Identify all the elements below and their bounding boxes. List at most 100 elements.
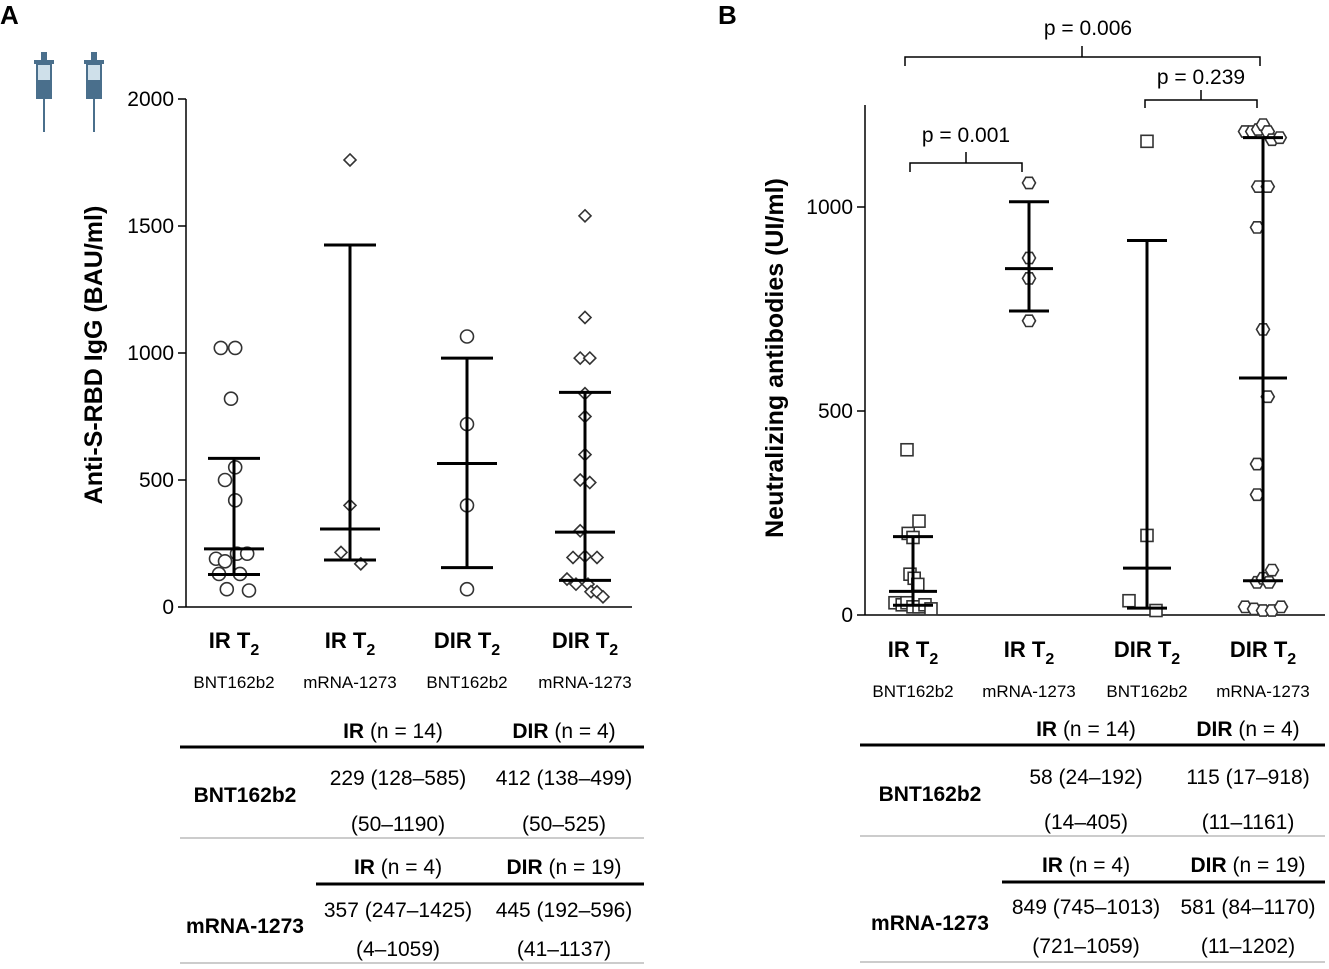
panel-a-y-axis-label: Anti-S-RBD IgG (BAU/ml) xyxy=(80,206,108,505)
table-cell: 412 (138–499) xyxy=(496,767,633,790)
data-point xyxy=(1149,603,1163,618)
table-header: IR (n = 4) xyxy=(354,856,442,879)
table-cell: (721–1059) xyxy=(1032,935,1139,958)
table-row-label: mRNA-1273 xyxy=(186,915,304,938)
table-cell: (50–1190) xyxy=(351,813,445,836)
p-value-label: p = 0.001 xyxy=(922,124,1010,147)
category-label: IR T2 xyxy=(325,628,376,659)
data-point xyxy=(577,208,593,223)
data-point xyxy=(595,589,611,604)
panel-b-letter: B xyxy=(718,0,737,30)
panel-b-table: IR (n = 14) DIR (n = 4) BNT162b2 58 (24–… xyxy=(860,718,1325,963)
significance-bracket xyxy=(1144,90,1258,108)
table-cell: (4–1059) xyxy=(356,938,440,961)
data-point xyxy=(217,472,233,488)
data-point xyxy=(1260,390,1276,404)
category-vaccine: BNT162b2 xyxy=(1106,682,1187,701)
panel-b-categories: IR T2 BNT162b2 IR T2 mRNA-1273 DIR T2 BN… xyxy=(872,637,1309,701)
data-point xyxy=(1021,176,1037,190)
table-header: IR (n = 14) xyxy=(1036,718,1136,741)
table-header: IR (n = 4) xyxy=(1042,854,1130,877)
y-tick-label: 500 xyxy=(139,469,174,492)
y-tick-label: 2000 xyxy=(127,88,174,111)
panel-b-brackets: p = 0.001 p = 0.239 p = 0.006 xyxy=(904,17,1261,172)
y-tick-label: 0 xyxy=(162,596,174,619)
data-point xyxy=(1249,488,1265,502)
category-label: DIR T2 xyxy=(1114,637,1180,668)
y-tick-label: 500 xyxy=(818,400,853,423)
data-point xyxy=(217,553,233,569)
category-vaccine: BNT162b2 xyxy=(193,673,274,692)
category-vaccine: BNT162b2 xyxy=(426,673,507,692)
table-header: IR (n = 14) xyxy=(343,720,443,743)
panel-a-table: IR (n = 14) DIR (n = 4) BNT162b2 229 (12… xyxy=(180,720,644,964)
panel-b-y-ticks: 0 500 1000 xyxy=(806,196,865,627)
data-point xyxy=(1249,457,1265,471)
panel-a-y-ticks: 0 500 1000 1500 2000 xyxy=(127,88,186,619)
panel-b-errorbars xyxy=(889,136,1287,610)
category-label: DIR T2 xyxy=(1230,637,1296,668)
data-point xyxy=(1140,134,1154,149)
panel-a-categories: IR T2 BNT162b2 IR T2 mRNA-1273 DIR T2 BN… xyxy=(193,628,631,692)
panel-b-y-axis-label: Neutralizing antibodies (UI/ml) xyxy=(761,178,789,538)
category-vaccine: mRNA-1273 xyxy=(982,682,1076,701)
panel-b-axes xyxy=(864,105,1325,616)
category-label: IR T2 xyxy=(888,637,939,668)
data-point xyxy=(1273,600,1289,614)
data-point xyxy=(912,514,926,528)
syringe-icon xyxy=(84,52,104,132)
data-point xyxy=(577,310,593,325)
data-point xyxy=(239,546,255,561)
data-point xyxy=(227,340,243,356)
data-point xyxy=(223,391,239,407)
significance-bracket xyxy=(909,152,1023,172)
table-header: DIR (n = 4) xyxy=(1196,718,1299,741)
data-point xyxy=(573,350,588,366)
panel-a-letter: A xyxy=(0,0,19,30)
category-label: IR T2 xyxy=(209,628,260,659)
category-vaccine: BNT162b2 xyxy=(872,682,953,701)
table-row-label: BNT162b2 xyxy=(879,783,982,806)
table-cell: (11–1202) xyxy=(1201,935,1295,958)
table-cell: 229 (128–585) xyxy=(330,767,467,790)
data-point xyxy=(459,329,475,344)
p-value-label: p = 0.006 xyxy=(1044,17,1132,40)
y-tick-label: 1500 xyxy=(127,215,174,238)
table-header: DIR (n = 19) xyxy=(1191,854,1306,877)
panel-b-points xyxy=(888,118,1289,618)
data-point xyxy=(589,550,605,565)
table-cell: (11–1161) xyxy=(1202,811,1295,834)
data-point xyxy=(342,152,358,168)
table-cell: (50–525) xyxy=(522,813,606,836)
data-point xyxy=(219,581,235,597)
data-point xyxy=(1264,563,1280,577)
table-row-label: mRNA-1273 xyxy=(871,912,989,935)
table-cell: 849 (745–1013) xyxy=(1012,896,1160,919)
data-point xyxy=(1260,180,1276,193)
data-point xyxy=(213,340,229,356)
data-point xyxy=(333,545,349,560)
data-point xyxy=(582,350,597,366)
category-vaccine: mRNA-1273 xyxy=(538,673,632,692)
data-point xyxy=(459,581,475,597)
table-cell: 58 (24–192) xyxy=(1029,766,1142,789)
table-cell: 357 (247–1425) xyxy=(324,899,472,922)
category-vaccine: mRNA-1273 xyxy=(1216,682,1310,701)
table-row-label: BNT162b2 xyxy=(194,784,297,807)
data-point xyxy=(1021,314,1037,328)
data-point xyxy=(1122,593,1136,608)
p-value-label: p = 0.239 xyxy=(1157,66,1245,89)
category-label: DIR T2 xyxy=(434,628,500,659)
data-point xyxy=(1249,221,1265,234)
category-vaccine: mRNA-1273 xyxy=(303,673,397,692)
category-label: DIR T2 xyxy=(552,628,618,659)
data-point xyxy=(565,550,581,565)
panel-a-points xyxy=(208,152,611,604)
table-header: DIR (n = 4) xyxy=(512,720,615,743)
data-point xyxy=(241,583,257,598)
table-cell: (41–1137) xyxy=(517,938,611,961)
y-tick-label: 0 xyxy=(841,604,853,627)
data-point xyxy=(900,442,914,457)
table-cell: 445 (192–596) xyxy=(496,899,633,922)
syringe-icon xyxy=(34,52,54,132)
